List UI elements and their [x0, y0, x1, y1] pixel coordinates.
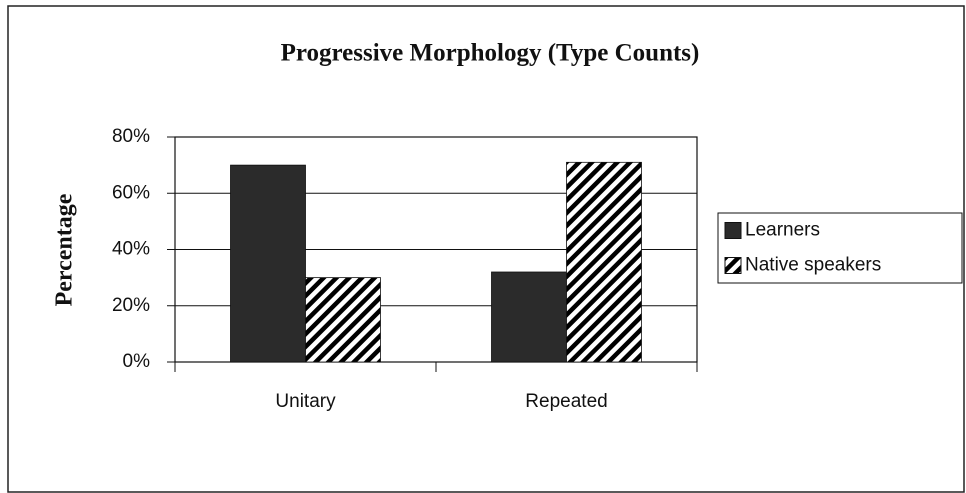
bar: [566, 161, 642, 363]
y-tick-label: 80%: [112, 126, 150, 147]
legend-swatch: [724, 257, 742, 274]
bar: [491, 271, 567, 363]
bar: [230, 164, 306, 363]
legend-label: Native speakers: [745, 255, 881, 276]
legend-swatch: [724, 222, 742, 239]
legend-box: [717, 212, 963, 284]
y-tick-label: 0%: [123, 351, 151, 372]
y-tick-label: 20%: [112, 295, 150, 316]
legend-label: Learners: [745, 220, 820, 241]
x-tick-label: Repeated: [525, 391, 607, 412]
bar: [305, 277, 381, 363]
chart-title: Progressive Morphology (Type Counts): [281, 40, 700, 67]
y-axis-label: Percentage: [52, 193, 78, 306]
y-tick-label: 60%: [112, 182, 150, 203]
x-tick-label: Unitary: [275, 391, 336, 412]
y-tick-label: 40%: [112, 239, 150, 260]
